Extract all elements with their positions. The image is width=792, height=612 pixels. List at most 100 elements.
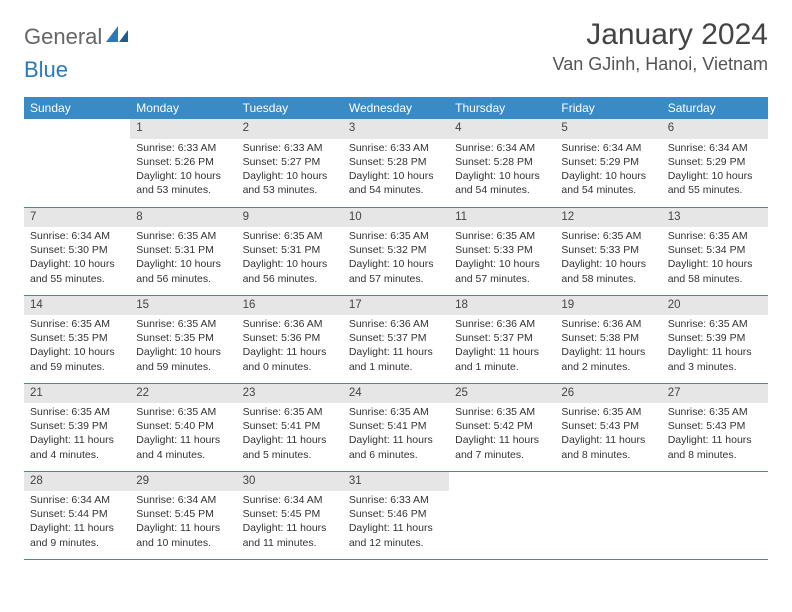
calendar-cell: 2Sunrise: 6:33 AMSunset: 5:27 PMDaylight…	[237, 119, 343, 207]
day-number: 24	[343, 384, 449, 404]
daylight-text: Daylight: 10 hours and 54 minutes.	[455, 169, 549, 197]
sunset-text: Sunset: 5:37 PM	[349, 331, 443, 345]
day-number: 11	[449, 208, 555, 228]
sunset-text: Sunset: 5:35 PM	[30, 331, 124, 345]
calendar-cell: 5Sunrise: 6:34 AMSunset: 5:29 PMDaylight…	[555, 119, 661, 207]
day-content: Sunrise: 6:34 AMSunset: 5:45 PMDaylight:…	[130, 491, 236, 556]
sunset-text: Sunset: 5:45 PM	[243, 507, 337, 521]
day-content: Sunrise: 6:33 AMSunset: 5:27 PMDaylight:…	[237, 139, 343, 204]
calendar-row: 28Sunrise: 6:34 AMSunset: 5:44 PMDayligh…	[24, 471, 768, 559]
daylight-text: Daylight: 11 hours and 1 minute.	[455, 345, 549, 373]
sunset-text: Sunset: 5:46 PM	[349, 507, 443, 521]
weekday-header: Monday	[130, 97, 236, 119]
calendar-row: 14Sunrise: 6:35 AMSunset: 5:35 PMDayligh…	[24, 295, 768, 383]
day-number: 7	[24, 208, 130, 228]
daylight-text: Daylight: 11 hours and 4 minutes.	[136, 433, 230, 461]
calendar-row: 1Sunrise: 6:33 AMSunset: 5:26 PMDaylight…	[24, 119, 768, 207]
day-number: 29	[130, 472, 236, 492]
daylight-text: Daylight: 10 hours and 55 minutes.	[30, 257, 124, 285]
logo-sail-icon	[106, 26, 128, 49]
day-content: Sunrise: 6:35 AMSunset: 5:31 PMDaylight:…	[130, 227, 236, 292]
sunset-text: Sunset: 5:35 PM	[136, 331, 230, 345]
day-content: Sunrise: 6:35 AMSunset: 5:33 PMDaylight:…	[555, 227, 661, 292]
daylight-text: Daylight: 10 hours and 54 minutes.	[561, 169, 655, 197]
sunrise-text: Sunrise: 6:35 AM	[243, 229, 337, 243]
day-content: Sunrise: 6:36 AMSunset: 5:37 PMDaylight:…	[449, 315, 555, 380]
day-number: 18	[449, 296, 555, 316]
calendar-cell	[449, 471, 555, 559]
sunrise-text: Sunrise: 6:35 AM	[136, 229, 230, 243]
calendar-cell: 3Sunrise: 6:33 AMSunset: 5:28 PMDaylight…	[343, 119, 449, 207]
sunset-text: Sunset: 5:28 PM	[349, 155, 443, 169]
calendar-cell: 10Sunrise: 6:35 AMSunset: 5:32 PMDayligh…	[343, 207, 449, 295]
calendar-cell: 13Sunrise: 6:35 AMSunset: 5:34 PMDayligh…	[662, 207, 768, 295]
day-number: 19	[555, 296, 661, 316]
sunrise-text: Sunrise: 6:36 AM	[455, 317, 549, 331]
calendar-cell: 1Sunrise: 6:33 AMSunset: 5:26 PMDaylight…	[130, 119, 236, 207]
daylight-text: Daylight: 10 hours and 56 minutes.	[243, 257, 337, 285]
sunrise-text: Sunrise: 6:35 AM	[243, 405, 337, 419]
daylight-text: Daylight: 10 hours and 54 minutes.	[349, 169, 443, 197]
day-number: 31	[343, 472, 449, 492]
day-number: 28	[24, 472, 130, 492]
calendar-cell	[662, 471, 768, 559]
daylight-text: Daylight: 10 hours and 55 minutes.	[668, 169, 762, 197]
sunset-text: Sunset: 5:33 PM	[561, 243, 655, 257]
daylight-text: Daylight: 10 hours and 58 minutes.	[561, 257, 655, 285]
sunrise-text: Sunrise: 6:33 AM	[243, 141, 337, 155]
day-content: Sunrise: 6:35 AMSunset: 5:39 PMDaylight:…	[24, 403, 130, 468]
calendar-cell: 12Sunrise: 6:35 AMSunset: 5:33 PMDayligh…	[555, 207, 661, 295]
day-number: 21	[24, 384, 130, 404]
daylight-text: Daylight: 11 hours and 5 minutes.	[243, 433, 337, 461]
daylight-text: Daylight: 11 hours and 1 minute.	[349, 345, 443, 373]
day-content: Sunrise: 6:35 AMSunset: 5:42 PMDaylight:…	[449, 403, 555, 468]
day-number: 1	[130, 119, 236, 139]
sunrise-text: Sunrise: 6:35 AM	[668, 405, 762, 419]
day-number: 14	[24, 296, 130, 316]
sunrise-text: Sunrise: 6:35 AM	[455, 405, 549, 419]
day-content: Sunrise: 6:35 AMSunset: 5:31 PMDaylight:…	[237, 227, 343, 292]
sunset-text: Sunset: 5:40 PM	[136, 419, 230, 433]
month-title: January 2024	[553, 18, 768, 52]
daylight-text: Daylight: 10 hours and 57 minutes.	[349, 257, 443, 285]
weekday-header: Friday	[555, 97, 661, 119]
sunset-text: Sunset: 5:34 PM	[668, 243, 762, 257]
day-number: 25	[449, 384, 555, 404]
sunset-text: Sunset: 5:43 PM	[561, 419, 655, 433]
day-content: Sunrise: 6:36 AMSunset: 5:37 PMDaylight:…	[343, 315, 449, 380]
day-number: 2	[237, 119, 343, 139]
daylight-text: Daylight: 10 hours and 59 minutes.	[30, 345, 124, 373]
sunset-text: Sunset: 5:39 PM	[30, 419, 124, 433]
daylight-text: Daylight: 11 hours and 8 minutes.	[561, 433, 655, 461]
sunrise-text: Sunrise: 6:34 AM	[455, 141, 549, 155]
sunset-text: Sunset: 5:27 PM	[243, 155, 337, 169]
sunset-text: Sunset: 5:41 PM	[243, 419, 337, 433]
daylight-text: Daylight: 11 hours and 12 minutes.	[349, 521, 443, 549]
day-number: 23	[237, 384, 343, 404]
calendar-cell: 24Sunrise: 6:35 AMSunset: 5:41 PMDayligh…	[343, 383, 449, 471]
sunrise-text: Sunrise: 6:33 AM	[349, 493, 443, 507]
day-number: 8	[130, 208, 236, 228]
calendar-cell: 23Sunrise: 6:35 AMSunset: 5:41 PMDayligh…	[237, 383, 343, 471]
day-number: 17	[343, 296, 449, 316]
day-content: Sunrise: 6:33 AMSunset: 5:46 PMDaylight:…	[343, 491, 449, 556]
day-content: Sunrise: 6:34 AMSunset: 5:29 PMDaylight:…	[555, 139, 661, 204]
daylight-text: Daylight: 11 hours and 6 minutes.	[349, 433, 443, 461]
daylight-text: Daylight: 10 hours and 58 minutes.	[668, 257, 762, 285]
daylight-text: Daylight: 10 hours and 59 minutes.	[136, 345, 230, 373]
calendar-cell: 4Sunrise: 6:34 AMSunset: 5:28 PMDaylight…	[449, 119, 555, 207]
sunrise-text: Sunrise: 6:35 AM	[30, 405, 124, 419]
sunrise-text: Sunrise: 6:35 AM	[349, 405, 443, 419]
calendar-cell: 28Sunrise: 6:34 AMSunset: 5:44 PMDayligh…	[24, 471, 130, 559]
sunrise-text: Sunrise: 6:36 AM	[561, 317, 655, 331]
day-content: Sunrise: 6:34 AMSunset: 5:30 PMDaylight:…	[24, 227, 130, 292]
calendar-body: 1Sunrise: 6:33 AMSunset: 5:26 PMDaylight…	[24, 119, 768, 559]
sunrise-text: Sunrise: 6:35 AM	[561, 229, 655, 243]
daylight-text: Daylight: 10 hours and 53 minutes.	[243, 169, 337, 197]
sunrise-text: Sunrise: 6:33 AM	[349, 141, 443, 155]
day-number: 27	[662, 384, 768, 404]
weekday-header: Tuesday	[237, 97, 343, 119]
sunrise-text: Sunrise: 6:36 AM	[243, 317, 337, 331]
day-content: Sunrise: 6:35 AMSunset: 5:39 PMDaylight:…	[662, 315, 768, 380]
sunset-text: Sunset: 5:32 PM	[349, 243, 443, 257]
